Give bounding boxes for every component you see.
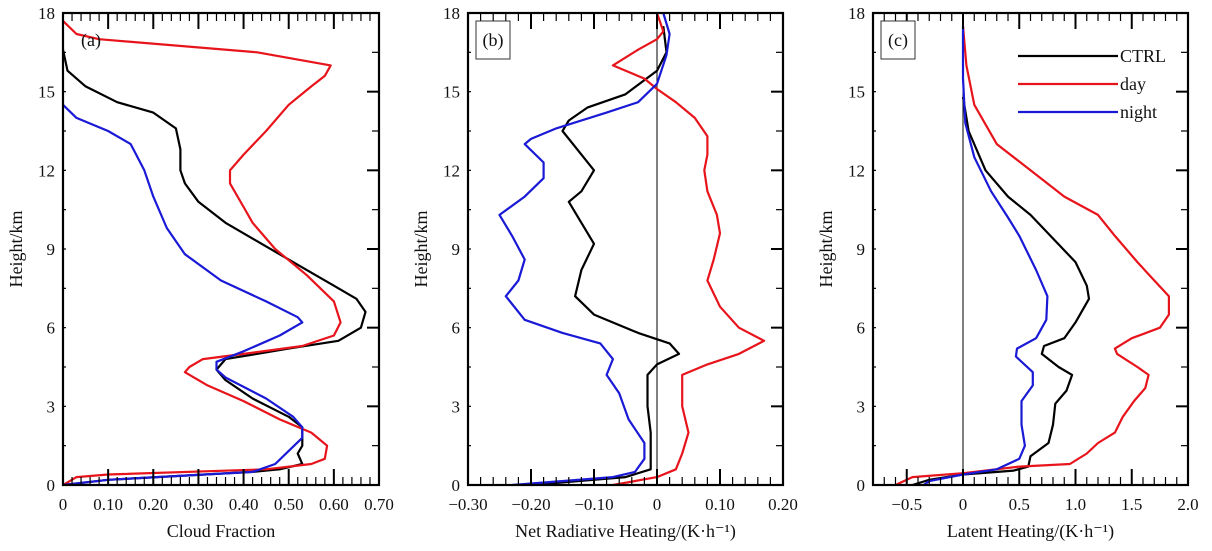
series-line-ctrl bbox=[912, 96, 1091, 487]
panel-c: −0.5 0 0.5 1.0 1.5 2.0 0 3 6 9 12 15 18 Latent Heatin… bbox=[816, 4, 1199, 542]
panel-label-box bbox=[880, 20, 916, 60]
series-line-ctrl bbox=[61, 49, 367, 487]
y-tick-label: 15 bbox=[848, 83, 865, 102]
x-tick-label: 0.60 bbox=[319, 495, 349, 514]
y-tick-label: 15 bbox=[38, 83, 55, 102]
plot-frame bbox=[466, 11, 785, 487]
legend-label: CTRL bbox=[1120, 46, 1166, 66]
y-axis-title: Height/km bbox=[816, 211, 836, 288]
y-tick-label: 9 bbox=[857, 240, 866, 259]
y-tick-label: 12 bbox=[848, 161, 865, 180]
series-line-night bbox=[62, 104, 304, 487]
y-tick-label: 9 bbox=[452, 240, 461, 259]
panel-label: (b) bbox=[483, 30, 504, 51]
y-tick-label: 9 bbox=[47, 240, 56, 259]
y-tick-label: 0 bbox=[857, 476, 866, 495]
plot-frame bbox=[871, 11, 1190, 487]
y-tick-label: 0 bbox=[47, 476, 56, 495]
panel-a: 0 0.10 0.20 0.30 0.40 0.50 0.60 0.70 0 3 6 9 12 15 18 C… bbox=[6, 4, 394, 541]
series-line-night bbox=[498, 12, 671, 487]
plot-frame bbox=[61, 11, 381, 487]
x-tick-label: 0 bbox=[59, 495, 68, 514]
x-tick-label: 0.10 bbox=[93, 495, 123, 514]
x-tick-label: 0.40 bbox=[229, 495, 259, 514]
panel-label-box bbox=[475, 20, 511, 60]
y-tick-label: 3 bbox=[47, 397, 56, 416]
x-tick-label: 0.50 bbox=[274, 495, 304, 514]
x-tick-label: 0.10 bbox=[705, 495, 735, 514]
x-tick-label: 1.5 bbox=[1121, 495, 1142, 514]
series-line-night bbox=[922, 26, 1049, 486]
y-axis-title: Height/km bbox=[6, 211, 26, 288]
y-tick-label: 6 bbox=[47, 319, 56, 338]
y-tick-label: 12 bbox=[38, 161, 55, 180]
series-line-ctrl bbox=[530, 25, 681, 487]
x-tick-label: −0.5 bbox=[891, 495, 922, 514]
y-tick-label: 6 bbox=[452, 319, 461, 338]
x-axis-title: Latent Heating/(K·h⁻¹) bbox=[947, 521, 1114, 542]
y-tick-label: 0 bbox=[452, 476, 461, 495]
x-tick-label: 2.0 bbox=[1177, 495, 1198, 514]
x-tick-label: 1.0 bbox=[1065, 495, 1086, 514]
series-line-day bbox=[895, 26, 1171, 486]
x-tick-label: 0 bbox=[959, 495, 968, 514]
x-tick-label: 0 bbox=[653, 495, 662, 514]
series-line-day bbox=[62, 20, 342, 486]
x-tick-label: 0.20 bbox=[768, 495, 798, 514]
y-tick-label: 15 bbox=[443, 83, 460, 102]
y-tick-label: 6 bbox=[857, 319, 866, 338]
legend: CTRL day night bbox=[1018, 46, 1166, 122]
x-tick-label: 0.30 bbox=[184, 495, 214, 514]
y-tick-label: 12 bbox=[443, 161, 460, 180]
series-line-day bbox=[611, 12, 766, 487]
x-tick-label: 0.20 bbox=[138, 495, 168, 514]
y-tick-label: 18 bbox=[38, 4, 55, 23]
legend-label: night bbox=[1120, 102, 1157, 122]
x-tick-label: −0.10 bbox=[574, 495, 613, 514]
legend-label: day bbox=[1120, 74, 1146, 94]
y-axis-title: Height/km bbox=[411, 211, 431, 288]
y-tick-label: 3 bbox=[452, 397, 461, 416]
x-tick-label: −0.30 bbox=[448, 495, 487, 514]
panel-b: −0.30 −0.20 −0.10 0 0.10 0.20 0 3 6 9 12 15 18 Net Ra… bbox=[411, 4, 798, 542]
x-axis-title: Cloud Fraction bbox=[167, 521, 276, 541]
y-tick-label: 18 bbox=[848, 4, 865, 23]
y-tick-label: 18 bbox=[443, 4, 460, 23]
y-tick-label: 3 bbox=[857, 397, 866, 416]
panel-label: (a) bbox=[81, 30, 101, 51]
panel-label: (c) bbox=[888, 30, 908, 51]
x-tick-label: 0.5 bbox=[1009, 495, 1030, 514]
x-tick-label: 0.70 bbox=[364, 495, 394, 514]
x-tick-label: −0.20 bbox=[511, 495, 550, 514]
x-axis-title: Net Radiative Heating/(K·h⁻¹) bbox=[515, 521, 736, 542]
